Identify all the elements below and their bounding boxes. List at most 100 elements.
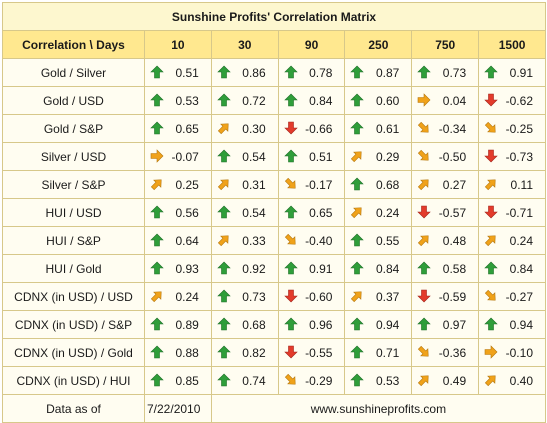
correlation-cell: -0.73 xyxy=(478,142,546,171)
arrow-right-icon xyxy=(150,148,166,165)
arrow-up-icon xyxy=(217,93,233,109)
arrow-up-icon xyxy=(417,317,433,333)
arrow-up-icon xyxy=(217,345,233,361)
correlation-cell: -0.29 xyxy=(277,366,346,395)
pair-label: Silver / USD xyxy=(2,142,145,171)
days-header-10: 10 xyxy=(144,30,212,59)
correlation-value: 0.65 xyxy=(175,121,199,136)
arrow-up-icon xyxy=(283,317,300,333)
correlation-cell: 0.48 xyxy=(411,226,480,255)
correlation-cell: 0.85 xyxy=(144,366,212,395)
correlation-value: 0.74 xyxy=(242,373,266,388)
days-header-30: 30 xyxy=(210,30,279,59)
arrow-up-right-icon xyxy=(217,233,233,249)
correlation-cell: 0.24 xyxy=(144,282,212,311)
correlation-cell: 0.29 xyxy=(344,142,413,171)
correlation-value: 0.24 xyxy=(375,205,400,220)
correlation-cell: 0.88 xyxy=(144,338,212,367)
correlation-cell: 0.92 xyxy=(210,254,279,283)
correlation-value: 0.93 xyxy=(175,261,199,276)
correlation-value: 0.58 xyxy=(442,261,467,276)
arrow-up-icon xyxy=(217,205,233,221)
correlation-value: -0.57 xyxy=(438,205,467,220)
arrow-up-icon xyxy=(283,93,300,109)
pair-label: CDNX (in USD) / Gold xyxy=(2,338,145,367)
correlation-value: 0.64 xyxy=(175,233,199,248)
correlation-value: 0.96 xyxy=(309,317,333,332)
correlation-value: 0.30 xyxy=(242,121,266,136)
correlation-cell: 0.53 xyxy=(144,86,212,115)
correlation-value: 0.54 xyxy=(242,205,266,220)
correlation-cell: 0.55 xyxy=(344,226,413,255)
arrow-up-icon xyxy=(417,65,433,81)
correlation-cell: 0.78 xyxy=(277,58,346,87)
correlation-value: 0.68 xyxy=(375,177,400,192)
correlation-value: 0.49 xyxy=(442,373,467,388)
correlation-value: 0.11 xyxy=(510,177,533,192)
arrow-down-icon xyxy=(417,289,433,305)
arrow-down-right-icon xyxy=(417,149,433,165)
correlation-value: 0.51 xyxy=(309,149,333,164)
arrow-up-right-icon xyxy=(350,205,366,221)
correlation-cell: 0.31 xyxy=(210,170,279,199)
arrow-down-icon xyxy=(283,121,300,137)
website-url: www.sunshineprofits.com xyxy=(210,394,547,423)
correlation-value: 0.65 xyxy=(309,205,333,220)
correlation-cell: -0.57 xyxy=(411,198,480,227)
correlation-value: -0.17 xyxy=(305,177,333,192)
arrow-up-icon xyxy=(150,205,166,221)
correlation-value: 0.72 xyxy=(242,93,266,108)
correlation-value: 0.97 xyxy=(442,317,467,332)
arrow-right-icon xyxy=(484,344,500,361)
correlation-cell: 0.51 xyxy=(277,142,346,171)
table-row: Silver / S&P 0.25 0.31 -0.17 0.68 0.27 0.11 xyxy=(2,170,546,199)
arrow-up-right-icon xyxy=(217,121,233,137)
correlation-cell: 0.94 xyxy=(344,310,413,339)
arrow-down-right-icon xyxy=(284,233,300,249)
arrow-down-icon xyxy=(417,205,433,221)
arrow-up-icon xyxy=(150,93,166,109)
arrow-down-right-icon xyxy=(284,373,300,389)
correlation-cell: -0.34 xyxy=(411,114,480,143)
table-row: HUI / S&P 0.64 0.33 -0.40 0.55 0.48 0.24 xyxy=(2,226,546,255)
arrow-up-icon xyxy=(350,373,366,389)
correlation-value: 0.94 xyxy=(375,317,400,332)
correlation-value: 0.33 xyxy=(242,233,266,248)
table-row: Gold / USD 0.53 0.72 0.84 0.60 0.04 -0.62 xyxy=(2,86,546,115)
correlation-cell: 0.24 xyxy=(344,198,413,227)
correlation-cell: 0.53 xyxy=(344,366,413,395)
arrow-right-icon xyxy=(417,92,433,109)
correlation-value: 0.73 xyxy=(442,65,467,80)
arrow-up-icon xyxy=(217,373,233,389)
correlation-value: 0.88 xyxy=(175,345,199,360)
correlation-cell: 0.68 xyxy=(344,170,413,199)
arrow-up-icon xyxy=(150,345,166,361)
correlation-value: -0.40 xyxy=(305,233,333,248)
table-title: Sunshine Profits' Correlation Matrix xyxy=(2,2,546,31)
correlation-cell: 0.82 xyxy=(210,338,279,367)
correlation-cell: 0.25 xyxy=(144,170,212,199)
correlation-value: -0.55 xyxy=(305,345,333,360)
footer-row: Data as of 7/22/2010 www.sunshineprofits.c… xyxy=(2,394,547,423)
correlation-cell: 0.61 xyxy=(344,114,413,143)
arrow-down-icon xyxy=(484,149,500,165)
correlation-cell: 0.58 xyxy=(411,254,480,283)
arrow-down-icon xyxy=(484,205,500,221)
arrow-up-icon xyxy=(350,177,366,193)
correlation-cell: 0.24 xyxy=(478,226,546,255)
arrow-down-right-icon xyxy=(284,177,300,193)
correlation-cell: 0.91 xyxy=(277,254,346,283)
arrow-up-icon xyxy=(484,261,500,277)
pair-label: HUI / USD xyxy=(2,198,145,227)
correlation-cell: -0.71 xyxy=(478,198,546,227)
correlation-cell: 0.96 xyxy=(277,310,346,339)
correlation-value: 0.31 xyxy=(242,177,266,192)
correlation-value: -0.07 xyxy=(171,149,199,164)
correlation-value: 0.54 xyxy=(242,149,266,164)
arrow-up-right-icon xyxy=(150,177,166,193)
correlation-cell: 0.04 xyxy=(411,86,480,115)
correlation-cell: -0.60 xyxy=(277,282,346,311)
arrow-up-icon xyxy=(417,261,433,277)
correlation-value: 0.87 xyxy=(375,65,400,80)
